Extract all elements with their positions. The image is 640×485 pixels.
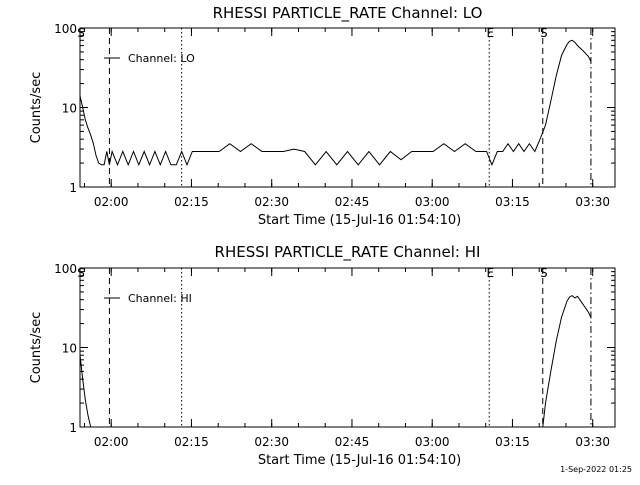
x-axis-label: Start Time (15-Jul-16 01:54:10) xyxy=(258,213,461,228)
x-tick-label: 03:00 xyxy=(415,195,450,209)
series-line-1 xyxy=(79,355,92,428)
y-tick-label: 10 xyxy=(62,342,77,356)
y-axis-label: Counts/sec xyxy=(29,72,44,144)
footer-date-stamp: 1-Sep-2022 01:25 xyxy=(560,465,632,474)
x-tick-label: 02:00 xyxy=(94,435,129,449)
x-tick-label: 02:30 xyxy=(254,195,289,209)
x-tick-label: 03:30 xyxy=(575,195,610,209)
event-marker-label: S xyxy=(540,266,548,280)
event-marker-label: E xyxy=(486,26,494,40)
x-tick-label: 02:15 xyxy=(174,435,209,449)
y-tick-label: 1 xyxy=(69,181,77,195)
chart-panel-2: RHESSI PARTICLE_RATE Channel: HI 1 10 100 02… xyxy=(29,243,616,468)
x-tick-label: 03:00 xyxy=(415,435,450,449)
x-tick-label: 02:15 xyxy=(174,195,209,209)
y-tick-label: 1 xyxy=(69,421,77,435)
x-tick-label: 02:30 xyxy=(254,435,289,449)
chart-title: RHESSI PARTICLE_RATE Channel: LO xyxy=(213,4,483,23)
chart-title: RHESSI PARTICLE_RATE Channel: HI xyxy=(215,243,481,262)
y-tick-label: 100 xyxy=(54,262,77,276)
x-tick-label: 03:15 xyxy=(495,195,530,209)
event-marker-label: S xyxy=(540,26,548,40)
event-marker-label: S xyxy=(77,26,85,40)
y-tick-label: 100 xyxy=(54,22,77,36)
legend-label: Channel: HI xyxy=(128,292,192,305)
x-tick-label: 02:00 xyxy=(94,195,129,209)
y-axis-label: Counts/sec xyxy=(29,312,44,384)
event-marker-label: E xyxy=(486,266,494,280)
legend-label: Channel: LO xyxy=(128,52,195,65)
x-tick-label: 02:45 xyxy=(335,435,370,449)
series-line-2 xyxy=(542,294,592,428)
x-tick-label: 02:45 xyxy=(335,195,370,209)
chart-panel-1: RHESSI PARTICLE_RATE Channel: LO 1 10 100 02… xyxy=(29,4,616,228)
x-tick-label: 03:15 xyxy=(495,435,530,449)
x-tick-label: 03:30 xyxy=(575,435,610,449)
series-line-1 xyxy=(79,39,592,167)
event-marker-label: S xyxy=(77,266,85,280)
y-tick-label: 10 xyxy=(62,102,77,116)
x-axis-label: Start Time (15-Jul-16 01:54:10) xyxy=(258,453,461,468)
